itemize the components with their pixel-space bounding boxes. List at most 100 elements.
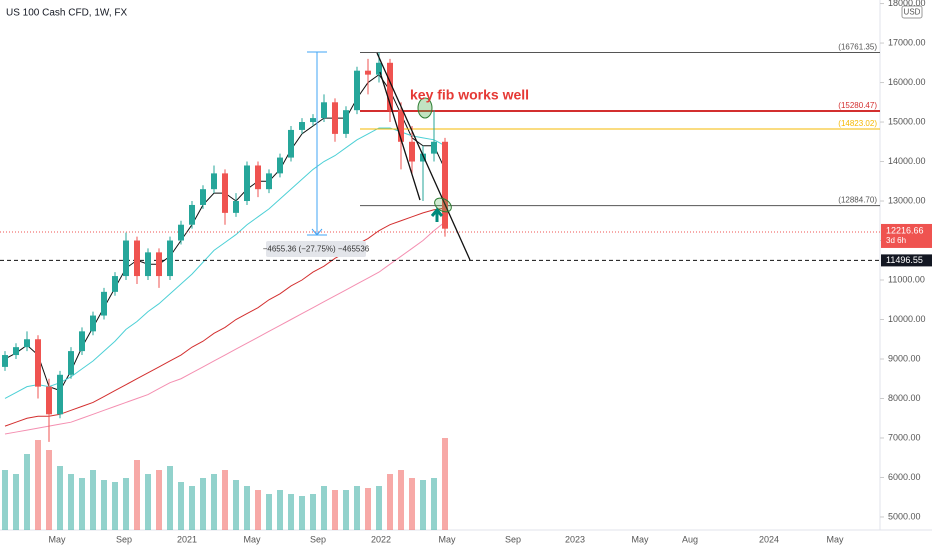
volume-bar: [222, 470, 228, 530]
x-tick-label: Sep: [310, 534, 326, 544]
y-tick-label: 13000.00: [888, 195, 926, 205]
candle-body: [431, 141, 437, 154]
volume-bar: [365, 488, 371, 530]
target-label: 11496.55: [886, 255, 923, 265]
highlight-ellipse: [434, 197, 452, 213]
candle-body: [145, 252, 151, 277]
candle-body: [2, 355, 8, 367]
x-tick-label: Aug: [682, 534, 698, 544]
trend-line: [376, 52, 471, 261]
candle-body: [442, 141, 448, 229]
candle-body: [244, 165, 250, 202]
volume-bar: [90, 470, 96, 530]
fib-level-label: (12884.70): [838, 196, 877, 205]
volume-bar: [277, 490, 283, 530]
volume-bar: [145, 474, 151, 530]
fib-level-label: (16761.35): [838, 43, 877, 52]
candle-body: [68, 351, 74, 375]
highlight-ellipse: [417, 97, 433, 119]
volume-bar: [387, 474, 393, 530]
candle-body: [266, 173, 272, 190]
volume-bar: [431, 478, 437, 530]
volume-bar: [354, 486, 360, 530]
y-tick-label: 10000.00: [888, 314, 926, 324]
candle-body: [376, 62, 382, 75]
candle-body: [35, 339, 41, 387]
volume-bar: [266, 494, 272, 530]
fib-level-label: (15280.47): [838, 101, 877, 110]
volume-bar: [57, 466, 63, 530]
volume-bar: [79, 478, 85, 530]
volume-bar: [299, 496, 305, 530]
volume-layer: [2, 438, 448, 530]
volume-bar: [189, 486, 195, 530]
volume-bar: [13, 474, 19, 530]
volume-bar: [200, 478, 206, 530]
volume-bar: [123, 478, 129, 530]
volume-bar: [332, 490, 338, 530]
volume-bar: [233, 480, 239, 530]
volume-bar: [68, 474, 74, 530]
volume-bar: [343, 490, 349, 530]
candle-body: [189, 204, 195, 225]
x-tick-label: May: [48, 534, 66, 544]
volume-bar: [2, 470, 8, 530]
x-tick-label: Sep: [505, 534, 521, 544]
candle-body: [387, 62, 393, 111]
candle-body: [13, 347, 19, 356]
x-tick-label: 2022: [371, 534, 391, 544]
volume-bar: [211, 474, 217, 530]
x-tick-label: 2024: [759, 534, 779, 544]
volume-bar: [442, 438, 448, 530]
volume-bar: [35, 440, 41, 530]
x-tick-label: Sep: [116, 534, 132, 544]
x-tick-label: May: [631, 534, 649, 544]
y-tick-label: 8000.00: [888, 393, 921, 403]
x-tick-label: May: [438, 534, 456, 544]
candle-body: [101, 291, 107, 316]
volume-bar: [156, 470, 162, 530]
candle-body: [299, 122, 305, 130]
candle-body: [178, 224, 184, 241]
candle-body: [233, 201, 239, 213]
volume-bar: [24, 454, 30, 530]
x-tick-label: 2023: [565, 534, 585, 544]
x-tick-label: May: [826, 534, 844, 544]
y-tick-label: 11000.00: [888, 274, 925, 284]
trend-line: [379, 71, 421, 201]
currency: USD: [904, 8, 921, 17]
up-arrow: [430, 207, 444, 222]
y-tick-label: 7000.00: [888, 432, 921, 442]
moving-average: [4, 127, 446, 399]
volume-bar: [288, 494, 294, 530]
measure-arrow: [311, 228, 323, 236]
moving-average: [4, 221, 446, 435]
candle-body: [332, 102, 338, 134]
candle-body: [398, 110, 404, 142]
candle-body: [134, 240, 140, 277]
volume-bar: [409, 478, 415, 530]
ma-layer: [4, 73, 446, 435]
candle-body: [112, 276, 118, 292]
candle-body: [200, 189, 206, 205]
candle-body: [167, 240, 173, 277]
volume-bar: [321, 486, 327, 530]
volume-bar: [167, 466, 173, 530]
y-tick-label: 18000.00: [888, 0, 926, 8]
y-tick-label: 6000.00: [888, 472, 921, 482]
candle-body: [90, 315, 96, 332]
y-tick-label: 9000.00: [888, 353, 921, 363]
volume-bar: [244, 486, 250, 530]
candle-body: [46, 386, 52, 415]
y-tick-label: 17000.00: [888, 37, 926, 47]
candle-body: [420, 153, 426, 162]
target-box: [881, 254, 932, 267]
candle-body: [24, 339, 30, 348]
x-tick-label: 2021: [177, 534, 197, 544]
countdown: 3d 6h: [886, 236, 906, 245]
candle-body: [255, 165, 261, 190]
volume-bar: [178, 482, 184, 530]
fib-level-label: (14823.02): [838, 119, 877, 128]
